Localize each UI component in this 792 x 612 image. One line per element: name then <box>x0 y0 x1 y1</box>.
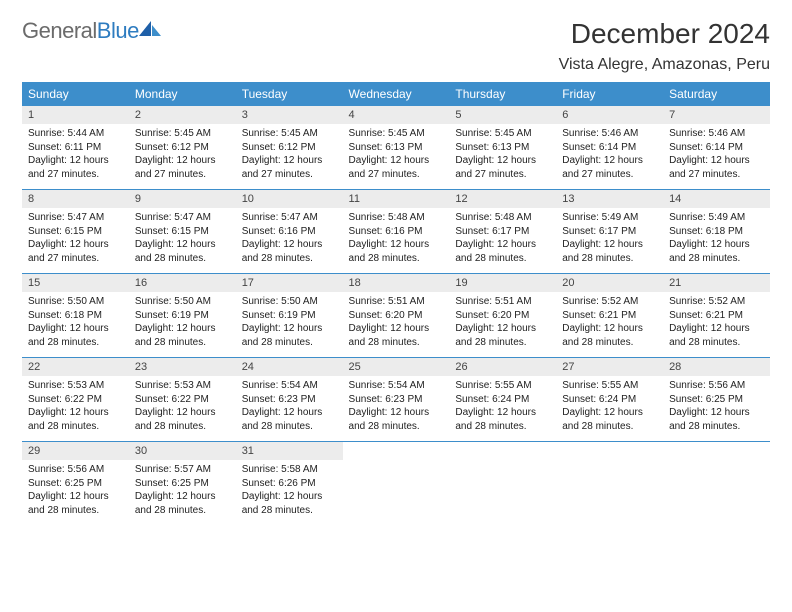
dayinfo-row: Sunrise: 5:47 AMSunset: 6:15 PMDaylight:… <box>22 208 770 274</box>
day-number-cell: 14 <box>663 190 770 208</box>
dayinfo-row: Sunrise: 5:50 AMSunset: 6:18 PMDaylight:… <box>22 292 770 358</box>
day-info-cell: Sunrise: 5:55 AMSunset: 6:24 PMDaylight:… <box>449 376 556 442</box>
day-number-cell: 29 <box>22 442 129 460</box>
day-info-cell: Sunrise: 5:47 AMSunset: 6:15 PMDaylight:… <box>129 208 236 274</box>
day-info-cell: Sunrise: 5:45 AMSunset: 6:13 PMDaylight:… <box>343 124 450 190</box>
dow-header: Friday <box>556 82 663 106</box>
day-info-cell: Sunrise: 5:49 AMSunset: 6:17 PMDaylight:… <box>556 208 663 274</box>
day-number-cell <box>343 442 450 460</box>
day-info-cell: Sunrise: 5:44 AMSunset: 6:11 PMDaylight:… <box>22 124 129 190</box>
day-number-cell <box>556 442 663 460</box>
day-info-cell: Sunrise: 5:50 AMSunset: 6:19 PMDaylight:… <box>236 292 343 358</box>
brand-word-1: General <box>22 18 97 43</box>
day-info-cell <box>449 460 556 525</box>
day-number-cell: 22 <box>22 358 129 376</box>
day-info-cell: Sunrise: 5:50 AMSunset: 6:18 PMDaylight:… <box>22 292 129 358</box>
day-number-cell: 19 <box>449 274 556 292</box>
day-info-cell: Sunrise: 5:53 AMSunset: 6:22 PMDaylight:… <box>129 376 236 442</box>
daynum-row: 15161718192021 <box>22 274 770 292</box>
day-number-cell: 18 <box>343 274 450 292</box>
dow-row: SundayMondayTuesdayWednesdayThursdayFrid… <box>22 82 770 106</box>
day-info-cell: Sunrise: 5:51 AMSunset: 6:20 PMDaylight:… <box>343 292 450 358</box>
daynum-row: 293031 <box>22 442 770 460</box>
day-info-cell: Sunrise: 5:46 AMSunset: 6:14 PMDaylight:… <box>556 124 663 190</box>
dow-header: Tuesday <box>236 82 343 106</box>
day-number-cell: 30 <box>129 442 236 460</box>
day-number-cell: 23 <box>129 358 236 376</box>
day-number-cell: 17 <box>236 274 343 292</box>
day-number-cell: 9 <box>129 190 236 208</box>
day-info-cell <box>556 460 663 525</box>
day-number-cell: 12 <box>449 190 556 208</box>
day-number-cell: 24 <box>236 358 343 376</box>
dow-header: Monday <box>129 82 236 106</box>
day-info-cell: Sunrise: 5:50 AMSunset: 6:19 PMDaylight:… <box>129 292 236 358</box>
day-number-cell: 15 <box>22 274 129 292</box>
day-number-cell: 21 <box>663 274 770 292</box>
day-info-cell: Sunrise: 5:48 AMSunset: 6:16 PMDaylight:… <box>343 208 450 274</box>
day-number-cell: 10 <box>236 190 343 208</box>
day-number-cell: 1 <box>22 106 129 124</box>
day-info-cell: Sunrise: 5:57 AMSunset: 6:25 PMDaylight:… <box>129 460 236 525</box>
day-number-cell <box>449 442 556 460</box>
day-number-cell: 11 <box>343 190 450 208</box>
day-info-cell: Sunrise: 5:48 AMSunset: 6:17 PMDaylight:… <box>449 208 556 274</box>
day-info-cell: Sunrise: 5:45 AMSunset: 6:12 PMDaylight:… <box>129 124 236 190</box>
day-number-cell: 4 <box>343 106 450 124</box>
day-number-cell: 7 <box>663 106 770 124</box>
daynum-row: 1234567 <box>22 106 770 124</box>
day-number-cell: 8 <box>22 190 129 208</box>
day-number-cell: 20 <box>556 274 663 292</box>
day-number-cell: 3 <box>236 106 343 124</box>
day-info-cell: Sunrise: 5:45 AMSunset: 6:12 PMDaylight:… <box>236 124 343 190</box>
calendar-table: SundayMondayTuesdayWednesdayThursdayFrid… <box>22 82 770 525</box>
day-info-cell: Sunrise: 5:52 AMSunset: 6:21 PMDaylight:… <box>556 292 663 358</box>
dow-header: Saturday <box>663 82 770 106</box>
day-number-cell: 6 <box>556 106 663 124</box>
day-number-cell: 16 <box>129 274 236 292</box>
day-info-cell: Sunrise: 5:49 AMSunset: 6:18 PMDaylight:… <box>663 208 770 274</box>
day-number-cell: 13 <box>556 190 663 208</box>
title-block: December 2024 Vista Alegre, Amazonas, Pe… <box>559 18 770 74</box>
dayinfo-row: Sunrise: 5:44 AMSunset: 6:11 PMDaylight:… <box>22 124 770 190</box>
day-number-cell: 27 <box>556 358 663 376</box>
dayinfo-row: Sunrise: 5:53 AMSunset: 6:22 PMDaylight:… <box>22 376 770 442</box>
day-info-cell: Sunrise: 5:56 AMSunset: 6:25 PMDaylight:… <box>663 376 770 442</box>
day-info-cell: Sunrise: 5:51 AMSunset: 6:20 PMDaylight:… <box>449 292 556 358</box>
day-info-cell: Sunrise: 5:47 AMSunset: 6:16 PMDaylight:… <box>236 208 343 274</box>
day-number-cell: 2 <box>129 106 236 124</box>
day-info-cell: Sunrise: 5:56 AMSunset: 6:25 PMDaylight:… <box>22 460 129 525</box>
dow-header: Sunday <box>22 82 129 106</box>
day-number-cell: 5 <box>449 106 556 124</box>
day-number-cell: 31 <box>236 442 343 460</box>
sail-icon <box>137 19 163 44</box>
day-number-cell: 28 <box>663 358 770 376</box>
month-title: December 2024 <box>559 18 770 50</box>
day-info-cell: Sunrise: 5:54 AMSunset: 6:23 PMDaylight:… <box>236 376 343 442</box>
day-info-cell: Sunrise: 5:52 AMSunset: 6:21 PMDaylight:… <box>663 292 770 358</box>
header: GeneralBlue December 2024 Vista Alegre, … <box>22 18 770 74</box>
dow-header: Thursday <box>449 82 556 106</box>
day-info-cell: Sunrise: 5:54 AMSunset: 6:23 PMDaylight:… <box>343 376 450 442</box>
location-text: Vista Alegre, Amazonas, Peru <box>559 56 770 74</box>
day-info-cell: Sunrise: 5:45 AMSunset: 6:13 PMDaylight:… <box>449 124 556 190</box>
day-number-cell <box>663 442 770 460</box>
daynum-row: 22232425262728 <box>22 358 770 376</box>
dow-header: Wednesday <box>343 82 450 106</box>
day-info-cell: Sunrise: 5:55 AMSunset: 6:24 PMDaylight:… <box>556 376 663 442</box>
daynum-row: 891011121314 <box>22 190 770 208</box>
day-info-cell: Sunrise: 5:58 AMSunset: 6:26 PMDaylight:… <box>236 460 343 525</box>
day-info-cell: Sunrise: 5:46 AMSunset: 6:14 PMDaylight:… <box>663 124 770 190</box>
day-info-cell <box>343 460 450 525</box>
brand-logo: GeneralBlue <box>22 18 163 44</box>
brand-word-2: Blue <box>97 18 139 43</box>
day-info-cell: Sunrise: 5:53 AMSunset: 6:22 PMDaylight:… <box>22 376 129 442</box>
dayinfo-row: Sunrise: 5:56 AMSunset: 6:25 PMDaylight:… <box>22 460 770 525</box>
day-info-cell <box>663 460 770 525</box>
day-number-cell: 26 <box>449 358 556 376</box>
brand-text: GeneralBlue <box>22 18 139 44</box>
day-info-cell: Sunrise: 5:47 AMSunset: 6:15 PMDaylight:… <box>22 208 129 274</box>
day-number-cell: 25 <box>343 358 450 376</box>
